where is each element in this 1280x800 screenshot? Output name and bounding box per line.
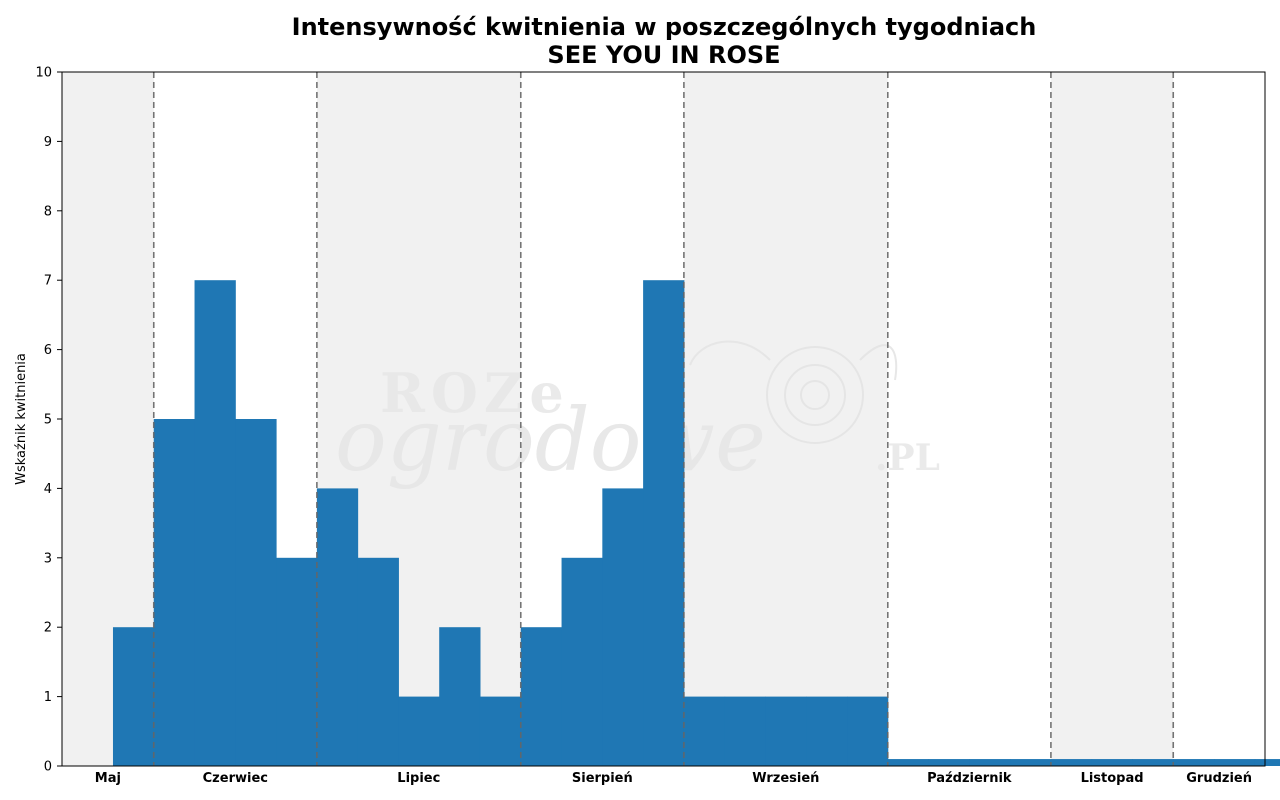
y-tick-label: 10: [35, 66, 52, 81]
bar-week-21: [887, 759, 930, 766]
bar-week-16: [683, 696, 726, 766]
y-tick-label: 4: [44, 482, 52, 497]
month-label: Lipiec: [397, 771, 440, 786]
y-tick-label: 3: [44, 551, 52, 566]
bar-week-15: [643, 280, 685, 766]
y-tick-label: 1: [44, 690, 52, 705]
bar-week-26: [1091, 759, 1133, 766]
watermark: ROZe ogrodowe .PL: [335, 340, 940, 491]
watermark-text-1: ROZe: [380, 361, 570, 425]
month-band: [683, 72, 888, 766]
bar-week-27: [1132, 759, 1174, 766]
bar-week-29: [1214, 759, 1256, 766]
y-tick-label: 6: [44, 343, 52, 358]
bar-week-18: [765, 696, 807, 766]
y-tick-label: 0: [44, 760, 52, 775]
bar-week-20: [847, 696, 889, 766]
bar-week-10: [439, 627, 481, 766]
chart-subtitle: SEE YOU IN ROSE: [547, 41, 780, 69]
y-tick-label: 7: [44, 274, 52, 289]
bar-week-12: [520, 627, 563, 766]
y-tick-label: 5: [44, 413, 52, 428]
bar-week-24: [1010, 759, 1052, 766]
y-tick-label: 8: [44, 204, 52, 219]
chart-title: Intensywność kwitnienia w poszczególnych…: [292, 13, 1037, 41]
y-axis: 0 1 2 3 4 5 6 7 8 9 10: [35, 66, 62, 775]
month-label: Sierpień: [572, 771, 633, 786]
y-tick-label: 9: [44, 135, 52, 150]
bar-week-19: [806, 696, 848, 766]
bar-week-23: [969, 759, 1011, 766]
x-axis-months: Maj Czerwiec Lipiec Sierpień Wrzesień Paździe…: [95, 771, 1252, 786]
bar-week-25: [1050, 759, 1093, 766]
month-label: Maj: [95, 771, 121, 786]
month-band: [1050, 72, 1174, 766]
bar-week-14: [602, 488, 644, 766]
y-axis-label: Wskaźnik kwitnienia: [14, 353, 29, 485]
bars: [112, 280, 1280, 766]
bar-week-4: [194, 280, 236, 766]
bar-week-8: [357, 557, 399, 766]
month-bands: [62, 72, 1174, 766]
bar-week-11: [479, 696, 522, 766]
month-label: Czerwiec: [203, 771, 268, 786]
month-label: Grudzień: [1186, 771, 1252, 786]
watermark-text-3: .PL: [875, 437, 940, 479]
bar-week-13: [561, 557, 603, 766]
rose-watermark-icon: [689, 340, 898, 444]
bar-week-17: [724, 696, 766, 766]
month-label: Wrzesień: [752, 771, 819, 786]
bar-week-5: [235, 419, 277, 766]
bar-week-6: [276, 557, 318, 766]
bar-week-2: [112, 627, 155, 766]
bar-week-9: [398, 696, 440, 766]
month-dividers: [152, 72, 1175, 766]
month-label: Listopad: [1081, 771, 1144, 786]
bar-week-22: [928, 759, 970, 766]
bar-week-28: [1173, 759, 1215, 766]
y-tick-label: 2: [44, 621, 52, 636]
bar-week-3: [153, 419, 196, 766]
bar-week-7: [316, 488, 359, 766]
bar-week-30: [1254, 759, 1280, 766]
month-label: Październik: [927, 771, 1012, 786]
watermark-text-2: ogrodowe: [335, 391, 766, 491]
